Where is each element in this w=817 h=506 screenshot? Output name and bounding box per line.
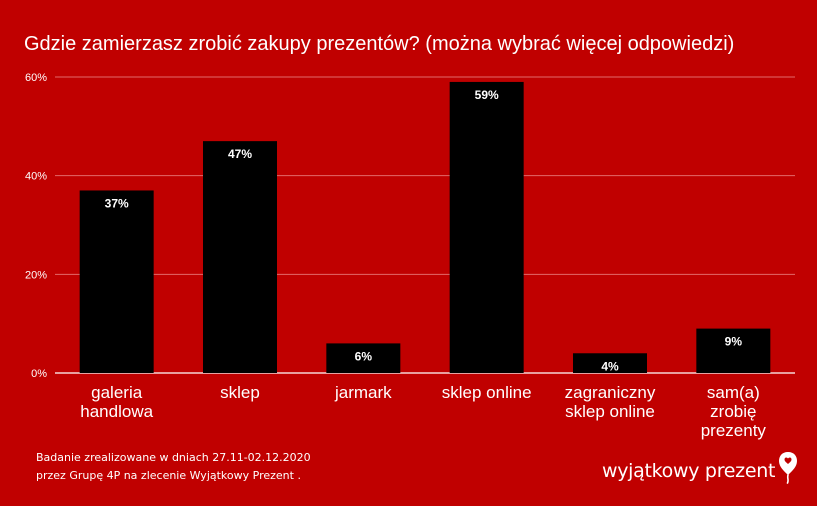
category-label: sklep [220, 383, 260, 402]
logo-text: wyjątkowy prezent [602, 460, 776, 482]
data-label: 37% [105, 196, 129, 210]
category-label-line: sklep online [565, 402, 655, 421]
bar [449, 81, 524, 373]
y-axis: 0% 20% 40% 60% [25, 72, 47, 380]
y-tick-label: 60% [25, 72, 47, 84]
category-label: jarmark [334, 383, 392, 402]
bar [79, 190, 154, 373]
bar [326, 343, 401, 373]
data-label: 59% [475, 88, 499, 102]
data-labels: 37% 47% 6% 59% 4% 9% [105, 88, 743, 373]
data-label: 6% [355, 349, 373, 363]
data-label: 4% [601, 359, 619, 373]
category-label-line: sklep online [442, 383, 532, 402]
y-tick-label: 20% [25, 269, 47, 281]
bar [573, 353, 647, 373]
grid-lines [55, 76, 795, 374]
category-label: sklep online [442, 383, 532, 402]
y-tick-label: 0% [31, 368, 47, 380]
brand-logo: wyjątkowy prezent [602, 451, 799, 491]
category-label: galeria handlowa [80, 383, 153, 421]
y-tick-label: 40% [25, 171, 47, 183]
category-label-line: prezenty [701, 421, 767, 440]
footnote-line-2: przez Grupę 4P na zlecenie Wyjątkowy Pre… [36, 469, 301, 482]
category-label: sam(a) zrobię prezenty [701, 383, 767, 440]
data-label: 47% [228, 147, 252, 161]
category-label-line: sam(a) [707, 383, 760, 402]
category-label: zagraniczny sklep online [565, 383, 656, 421]
chart-title: Gdzie zamierzasz zrobić zakupy prezentów… [24, 33, 735, 55]
category-label-line: handlowa [80, 402, 153, 421]
footnote-line-1: Badanie zrealizowane w dniach 27.11-02.1… [36, 451, 311, 464]
data-label: 9% [725, 335, 743, 349]
category-label-line: galeria [91, 383, 143, 402]
category-label-line: zrobię [710, 402, 756, 421]
bars [79, 81, 771, 373]
footnote: Badanie zrealizowane w dniach 27.11-02.1… [36, 449, 311, 485]
category-label-line: jarmark [334, 383, 392, 402]
category-label-line: zagraniczny [565, 383, 656, 402]
bar [203, 141, 277, 373]
bar [696, 328, 771, 373]
balloon-heart-icon [779, 452, 798, 484]
category-label-line: sklep [220, 383, 260, 402]
